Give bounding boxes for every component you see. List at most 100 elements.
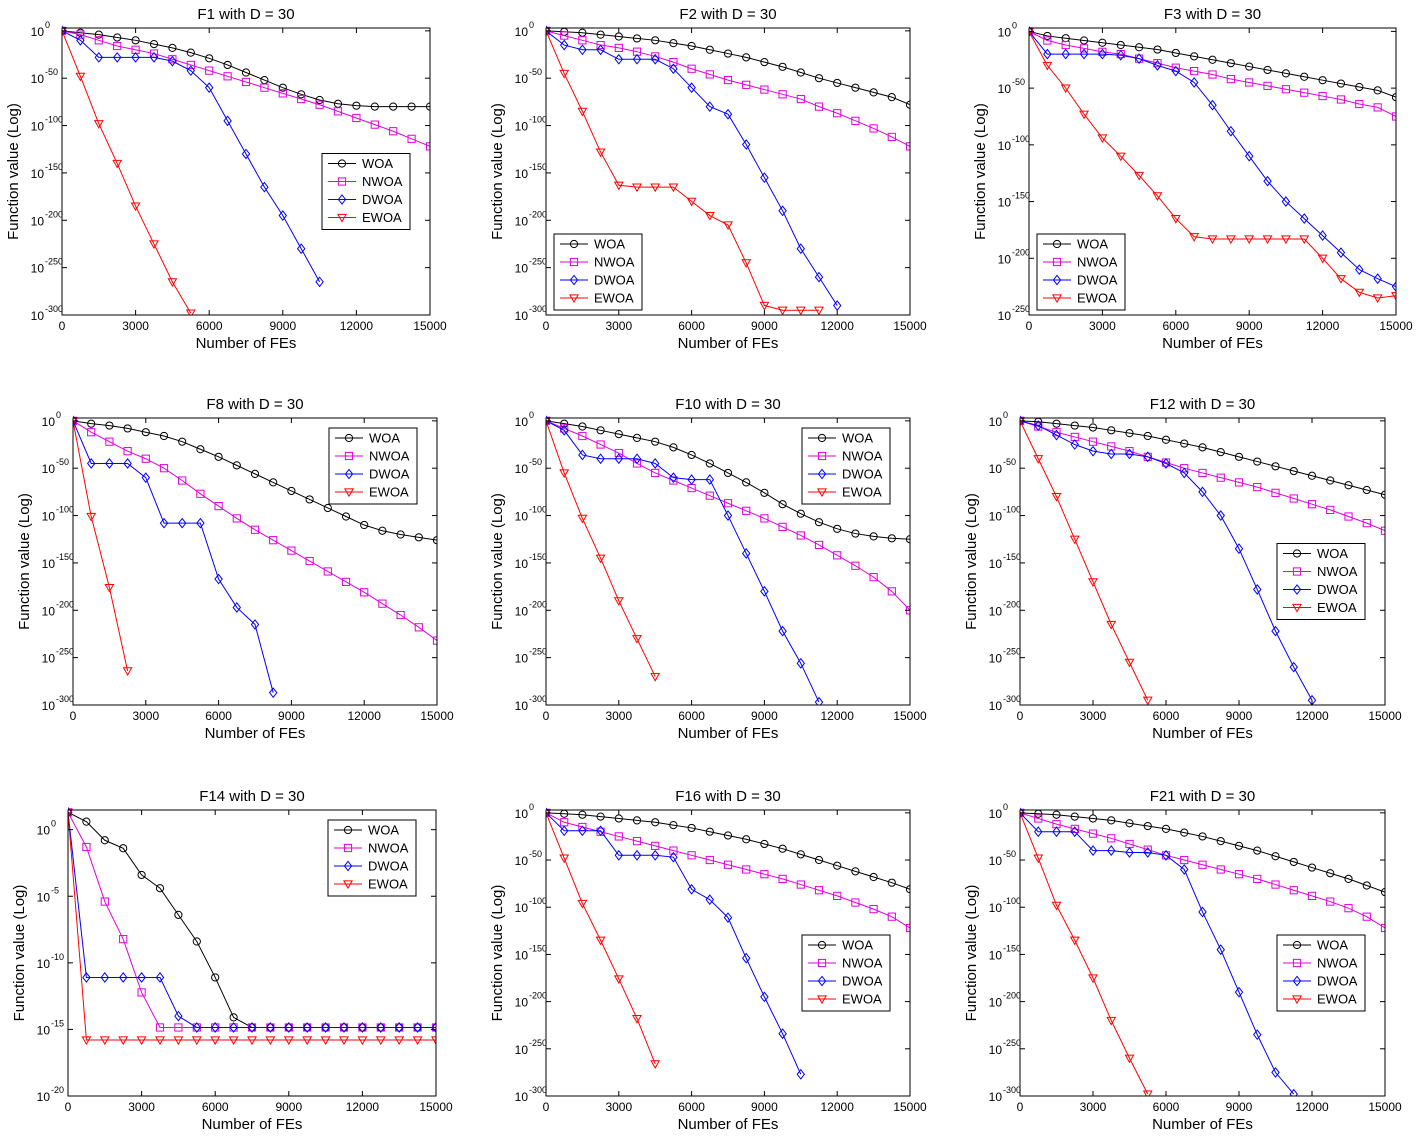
marker	[159, 517, 169, 529]
marker	[1152, 192, 1163, 201]
marker	[1198, 468, 1207, 478]
x-tick-label: 6000	[678, 1100, 705, 1114]
marker	[1391, 93, 1396, 102]
y-tick-base: 10	[515, 854, 529, 868]
marker	[223, 60, 232, 70]
legend-marker	[569, 257, 579, 267]
marker	[1253, 874, 1262, 884]
y-tick-exponent: -150	[45, 162, 63, 172]
y-tick-label: 10-250	[515, 1038, 547, 1057]
legend-marker	[1292, 940, 1302, 950]
y-tick-exponent: -100	[45, 115, 63, 125]
series-line	[546, 420, 656, 677]
marker	[1307, 891, 1317, 900]
series-line	[62, 30, 430, 147]
marker	[1362, 519, 1371, 528]
marker	[596, 426, 605, 435]
y-tick-label: 10-100	[515, 897, 547, 916]
legend-frame	[321, 153, 411, 230]
marker	[86, 458, 96, 469]
marker	[378, 526, 387, 535]
marker	[651, 468, 660, 478]
marker	[1362, 485, 1371, 495]
marker	[269, 478, 278, 487]
chart-title: F2 with D = 30	[679, 6, 776, 23]
marker	[1079, 36, 1089, 45]
x-tick-label: 9000	[1226, 1100, 1253, 1114]
marker	[94, 36, 103, 45]
y-tick-exponent: -15	[51, 1019, 64, 1029]
marker	[760, 85, 769, 94]
x-tick-label: 0	[65, 1100, 72, 1114]
marker	[1271, 625, 1280, 637]
marker	[1373, 86, 1382, 95]
y-tick-exponent: -100	[56, 505, 74, 515]
y-tick-label: 10-300	[42, 694, 74, 713]
marker	[723, 49, 733, 58]
legend-label: EWOA	[369, 484, 409, 499]
marker	[323, 567, 332, 576]
legend-label: NWOA	[369, 448, 410, 463]
legend-marker	[1292, 603, 1302, 613]
marker	[1180, 439, 1189, 448]
series-line	[1029, 30, 1396, 98]
marker	[241, 68, 251, 77]
marker	[1061, 48, 1070, 60]
legend-label: NWOA	[362, 174, 403, 189]
series-line	[1029, 31, 1396, 288]
marker	[323, 503, 332, 513]
x-tick-label: 15000	[893, 709, 927, 723]
legend-label: EWOA	[842, 991, 882, 1006]
marker	[1336, 79, 1346, 88]
marker	[113, 41, 122, 51]
x-tick-label: 6000	[1153, 709, 1180, 723]
x-tick-label: 6000	[205, 709, 232, 723]
marker	[778, 90, 787, 99]
axes-frame	[1028, 27, 1397, 316]
y-axis-label: Function value (Log)	[489, 103, 506, 240]
marker	[1180, 864, 1189, 875]
y-tick-label: 10-5	[37, 886, 59, 905]
x-tick-label: 15000	[893, 1100, 927, 1114]
series-line	[62, 30, 321, 283]
marker	[669, 57, 678, 67]
marker	[1180, 855, 1189, 865]
legend-label: NWOA	[594, 254, 635, 269]
marker	[62, 27, 67, 36]
marker	[341, 577, 351, 586]
y-tick-base: 10	[989, 996, 1003, 1010]
y-tick-label: 10-150	[42, 552, 74, 571]
legend: WOA NWOA DWOA EWOA	[801, 427, 891, 505]
marker	[185, 309, 196, 315]
y-tick-exponent: -250	[1003, 1038, 1021, 1048]
marker	[814, 518, 824, 527]
marker	[149, 51, 159, 63]
x-tick-label: 3000	[122, 319, 149, 333]
marker	[87, 428, 96, 437]
marker	[596, 40, 605, 50]
marker	[173, 1036, 184, 1046]
marker	[1033, 854, 1044, 864]
marker	[778, 522, 787, 532]
x-tick-label: 12000	[1295, 1100, 1329, 1114]
legend-marker	[569, 239, 579, 249]
marker	[851, 529, 860, 538]
x-axis-label: Number of FEs	[1162, 335, 1263, 352]
marker	[1124, 658, 1135, 668]
marker	[1216, 837, 1225, 846]
marker	[232, 602, 242, 613]
marker	[94, 51, 104, 63]
marker	[1135, 43, 1144, 52]
marker	[205, 66, 214, 75]
marker	[268, 687, 278, 699]
series-line	[1020, 420, 1385, 532]
legend: WOA NWOA DWOA EWOA	[801, 934, 891, 1012]
marker	[1245, 62, 1254, 71]
y-tick-base: 10	[515, 557, 529, 571]
marker	[1271, 1066, 1280, 1078]
y-tick-exponent: -20	[51, 1085, 64, 1095]
marker	[223, 72, 232, 81]
y-tick-label: 10-50	[989, 849, 1016, 868]
marker	[1069, 535, 1080, 545]
